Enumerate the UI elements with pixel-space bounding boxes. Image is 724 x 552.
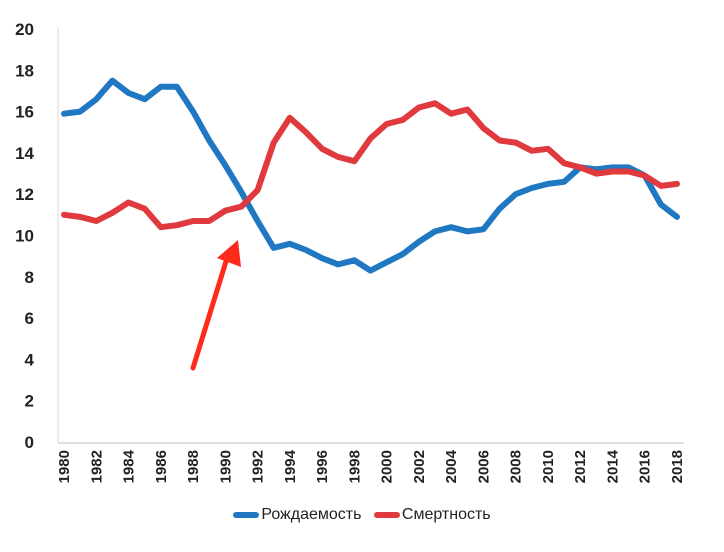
arrow-annotation-icon — [190, 240, 241, 371]
y-tick-label: 0 — [25, 433, 34, 452]
x-tick-label: 1986 — [153, 450, 170, 483]
y-axis-ticks: 0 2 4 6 8 10 12 14 16 18 20 — [15, 20, 34, 452]
series-line-deaths — [61, 100, 680, 231]
y-tick-label: 12 — [15, 185, 34, 204]
y-tick-label: 14 — [15, 144, 34, 163]
x-tick-label: 2006 — [475, 450, 492, 483]
x-axis-ticks: 1980 1982 1984 1986 1988 1990 1992 1994 1996 1998… — [56, 449, 686, 483]
y-tick-label: 8 — [25, 268, 34, 287]
x-tick-label: 1990 — [217, 450, 234, 483]
y-tick-label: 4 — [25, 350, 35, 369]
x-tick-label: 1982 — [88, 450, 105, 483]
series-lines — [61, 77, 680, 274]
y-tick-label: 18 — [15, 61, 34, 80]
x-tick-label: 2002 — [411, 450, 428, 483]
x-tick-label: 2008 — [508, 450, 525, 483]
x-tick-label: 1992 — [250, 450, 267, 483]
legend-label-deaths: Смертность — [401, 506, 491, 523]
x-tick-label: 1984 — [121, 449, 138, 483]
series-line-births — [61, 77, 680, 274]
x-tick-label: 2000 — [379, 450, 396, 483]
x-tick-label: 1988 — [185, 450, 202, 483]
legend-swatch-births — [233, 511, 260, 518]
y-tick-label: 16 — [15, 103, 34, 122]
y-tick-label: 6 — [25, 309, 34, 328]
x-tick-label: 2010 — [540, 450, 557, 483]
legend-item-deaths[interactable]: Смертность — [373, 506, 491, 524]
x-tick-label: 2004 — [443, 449, 460, 483]
y-tick-label: 2 — [25, 392, 34, 411]
x-tick-label: 2012 — [572, 450, 589, 483]
x-tick-label: 2016 — [637, 450, 654, 483]
x-tick-label: 1980 — [56, 450, 73, 483]
legend: Рождаемость Смертность — [0, 506, 724, 524]
y-tick-label: 20 — [15, 20, 34, 39]
legend-swatch-deaths — [373, 511, 400, 518]
x-tick-label: 1998 — [346, 450, 363, 483]
legend-item-births[interactable]: Рождаемость — [233, 506, 361, 524]
x-tick-label: 1994 — [282, 449, 299, 483]
x-tick-label: 2014 — [604, 449, 621, 483]
x-tick-label: 1996 — [314, 450, 331, 483]
legend-label-births: Рождаемость — [261, 506, 362, 523]
x-tick-label: 2018 — [669, 450, 686, 483]
y-tick-label: 10 — [15, 227, 34, 246]
